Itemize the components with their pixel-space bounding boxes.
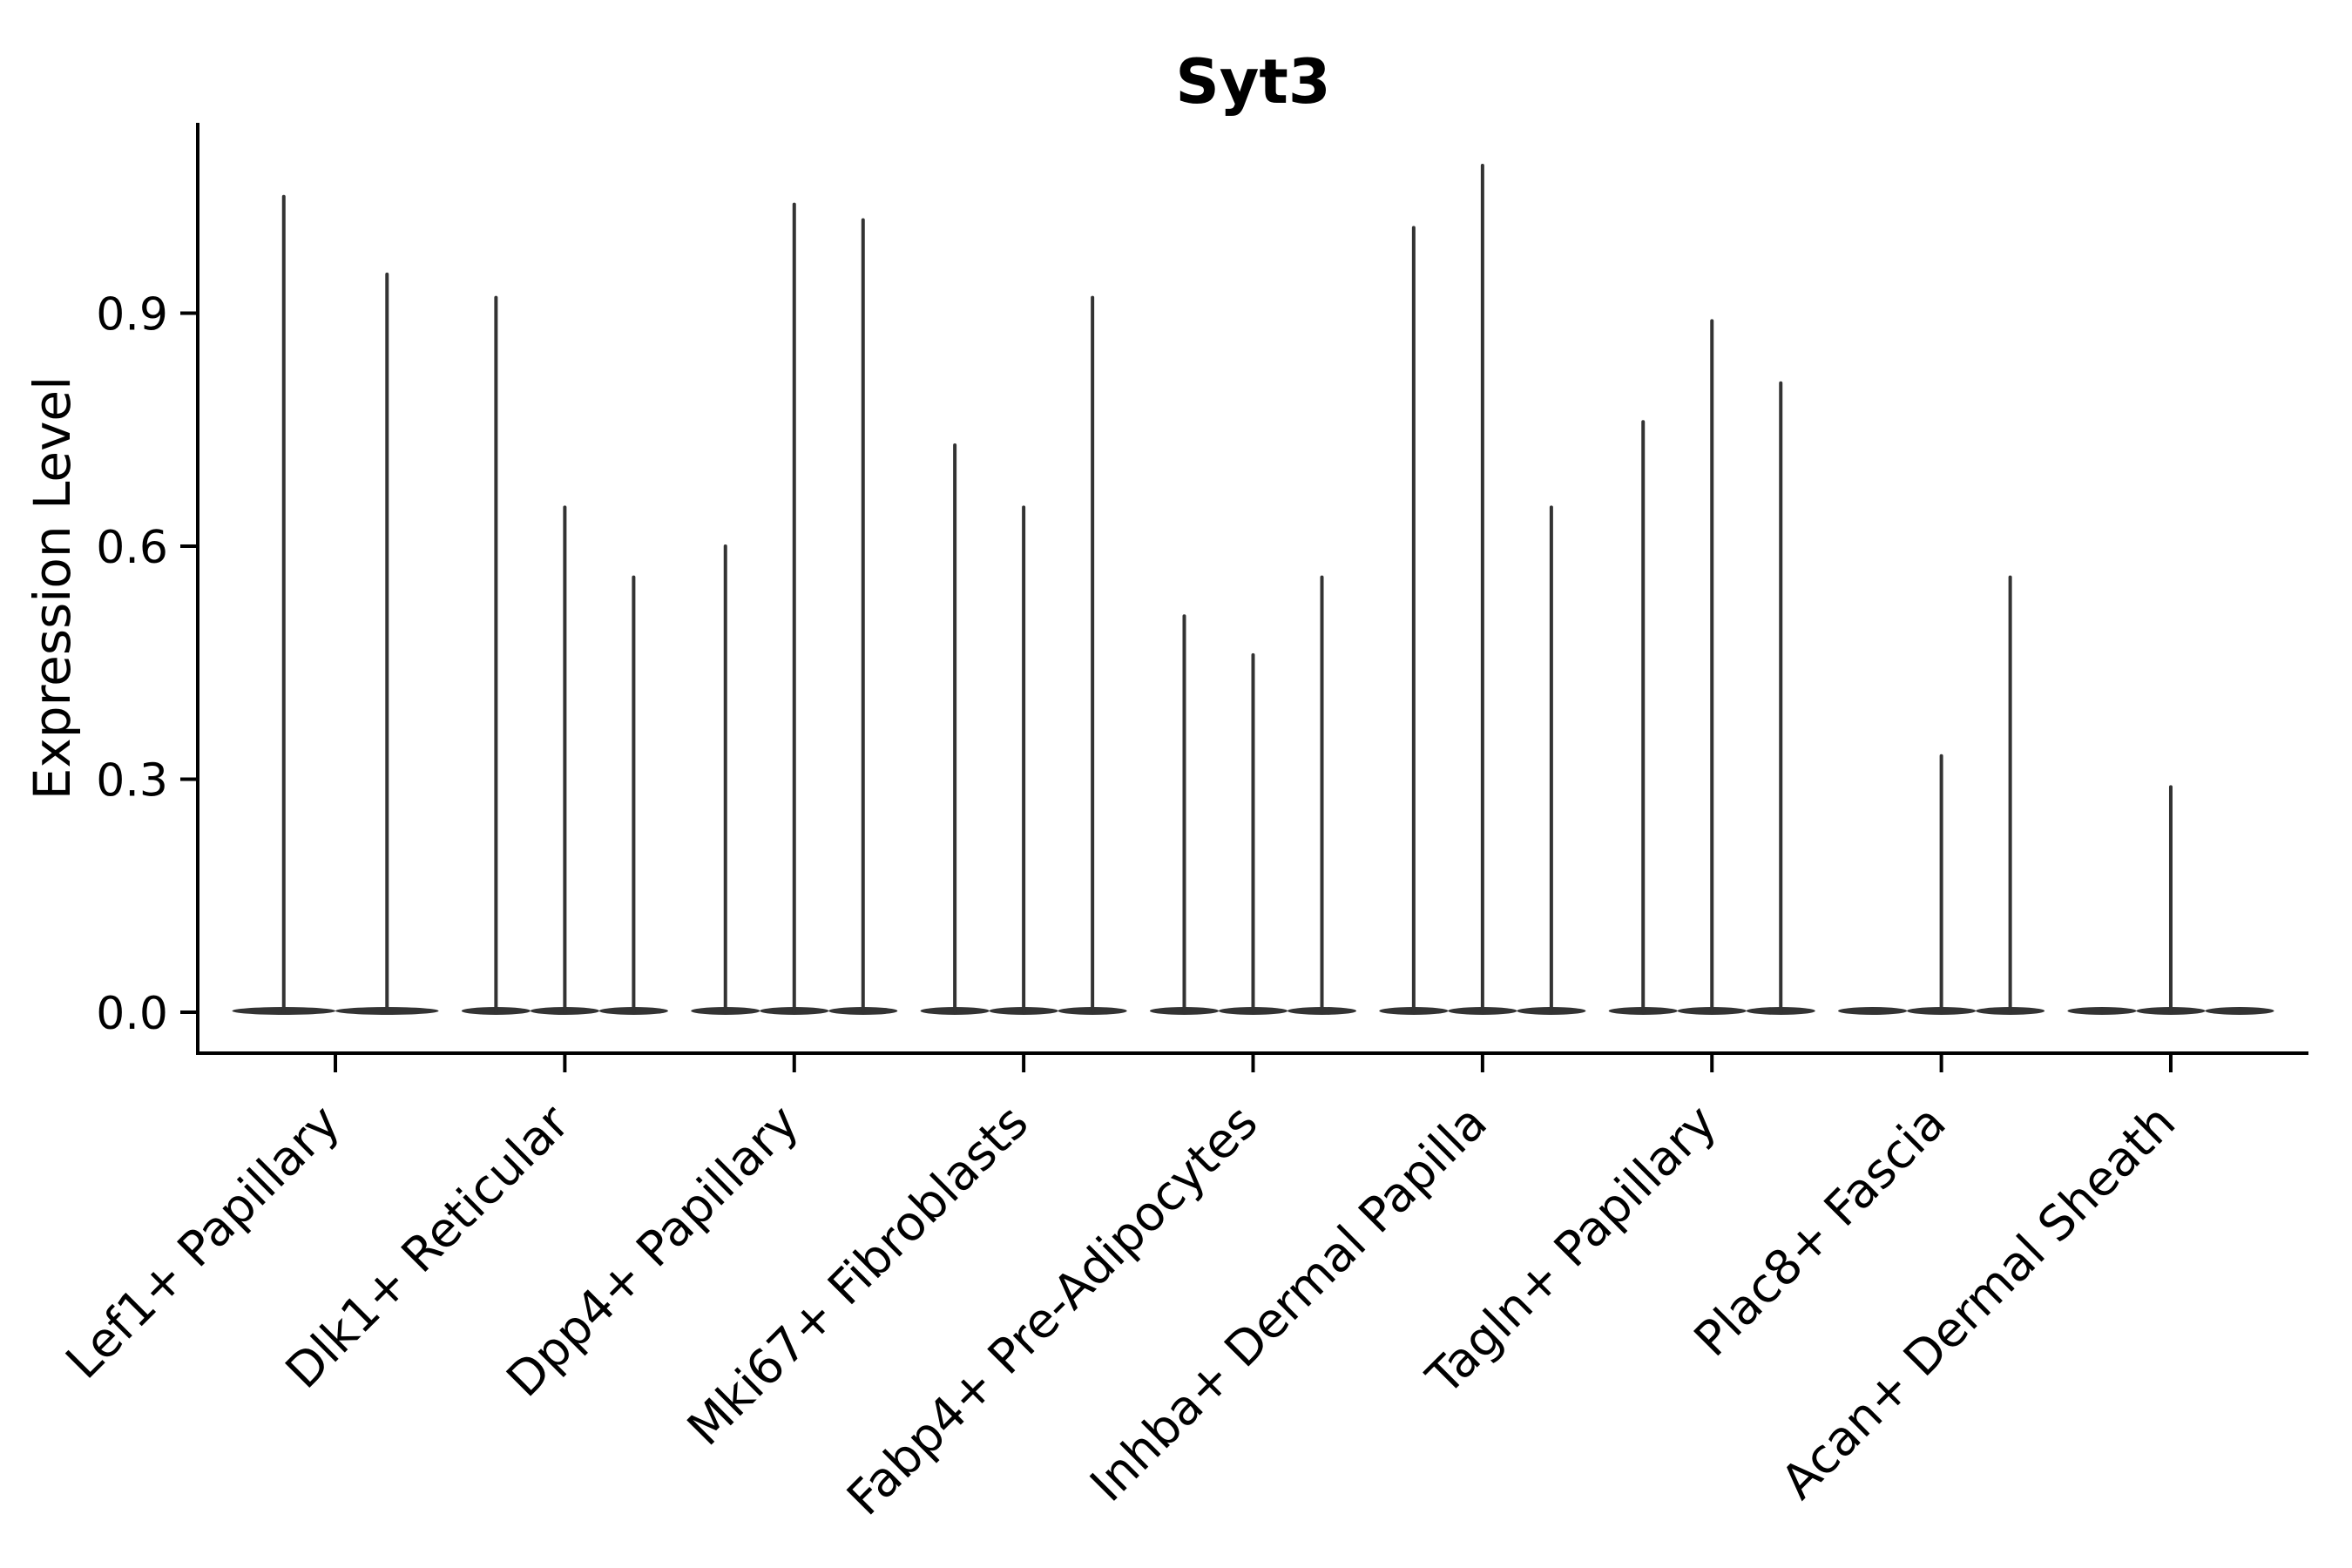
y-tick-label: 0.9 <box>96 288 168 341</box>
y-tick-label: 0.0 <box>96 988 168 1040</box>
violin-base <box>1838 1007 1908 1015</box>
violin-base <box>2205 1007 2274 1015</box>
y-tick-label: 0.6 <box>96 522 168 574</box>
violin-base <box>2067 1007 2137 1015</box>
chart-title: Syt3 <box>1175 46 1330 118</box>
y-tick-label: 0.3 <box>96 754 168 807</box>
y-axis-label: Expression Level <box>23 376 82 800</box>
